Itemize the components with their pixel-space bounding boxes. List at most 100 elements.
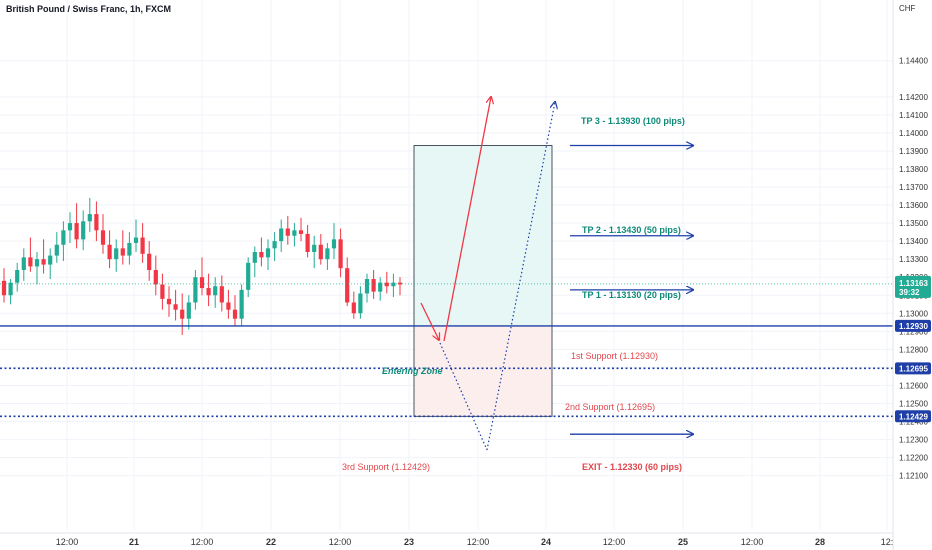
time-tick-label: 24 (541, 537, 551, 547)
candle-body (41, 259, 46, 265)
candle-body (345, 268, 350, 303)
price-tick-label: 1.13900 (899, 147, 928, 156)
time-tick-label: 12:00 (56, 537, 79, 547)
candle-body (199, 277, 205, 289)
candle-body (186, 302, 191, 319)
level-price-value: 1.12429 (899, 412, 928, 421)
candle-body (213, 286, 218, 296)
tp1-label: TP 1 - 1.13130 (20 pips) (582, 290, 681, 300)
candle-body (391, 282, 396, 287)
candle-body (331, 239, 337, 249)
candle-body (67, 223, 73, 231)
price-tick-label: 1.12800 (899, 345, 928, 354)
candle-body (120, 248, 125, 256)
candle-body (285, 228, 290, 236)
candle-body (378, 282, 383, 292)
red-target-arrow (443, 97, 491, 342)
candle-body (107, 244, 112, 260)
candle-body (34, 259, 40, 267)
price-tick-label: 1.13400 (899, 237, 928, 246)
candle-body (246, 262, 251, 290)
candle-body (140, 237, 145, 254)
candle-body (259, 251, 264, 258)
exit-label: EXIT - 1.12330 (60 pips) (582, 462, 682, 472)
candle-body (338, 239, 343, 269)
current-price-value: 1.13163 (899, 279, 928, 288)
countdown-value: 39:32 (899, 288, 920, 297)
time-tick-label: 12:00 (467, 537, 490, 547)
candle-body (226, 302, 231, 310)
time-tick-label: 25 (678, 537, 688, 547)
annotations: TP 3 - 1.13930 (100 pips) TP 2 - 1.13430… (342, 116, 685, 472)
entering-zone-label: Entering Zone (382, 366, 443, 376)
support1-label: 1st Support (1.12930) (571, 351, 658, 361)
blue-target-arrow (486, 102, 555, 451)
candle-body (384, 282, 389, 287)
candle-body (358, 293, 363, 314)
candle-body (232, 309, 238, 319)
time-tick-label: 23 (404, 537, 414, 547)
price-tick-label: 1.12600 (899, 381, 928, 390)
candle-body (312, 244, 317, 252)
price-tick-label: 1.13500 (899, 219, 928, 228)
level-price-value: 1.12695 (899, 364, 928, 373)
price-tick-label: 1.14000 (899, 129, 928, 138)
price-tick-label: 1.13700 (899, 183, 928, 192)
candle-body (272, 241, 277, 249)
candle-body (325, 248, 330, 260)
tp2-label: TP 2 - 1.13430 (50 pips) (582, 225, 681, 235)
candle-body (81, 221, 86, 240)
red-entry-arrow (420, 302, 439, 340)
candle-body (48, 255, 53, 265)
level-price-tag (895, 410, 931, 423)
candle-body (147, 253, 152, 271)
support2-label: 2nd Support (1.12695) (565, 402, 655, 412)
time-tick-label: 12:00 (603, 537, 626, 547)
candle-body (8, 282, 13, 296)
chart-title: British Pound / Swiss Franc, 1h, FXCM (6, 4, 171, 14)
candle-body (265, 248, 271, 258)
target-zone (413, 145, 553, 327)
candle-body (160, 284, 165, 299)
candle-body (28, 257, 33, 267)
projection-arrows (420, 97, 693, 451)
blue-drop-path (439, 342, 488, 451)
support3-label: 3rd Support (1.12429) (342, 462, 430, 472)
time-tick-label: 12: (881, 537, 894, 547)
price-tick-label: 1.14400 (899, 57, 928, 66)
price-axis[interactable]: CHF 1.14400 1.14200 1.14100 1.14000 1.13900 1… (892, 0, 928, 550)
level-price-tag (895, 362, 931, 375)
candle-body (239, 289, 244, 319)
candle-body (252, 251, 257, 263)
current-price-tag (895, 275, 931, 298)
time-axis[interactable]: 12:00 21 12:00 22 12:00 23 12:00 24 12:00 25 12:00… (0, 532, 894, 547)
candle-body (153, 270, 158, 285)
time-tick-label: 12:00 (741, 537, 764, 547)
level-price-value: 1.12930 (899, 322, 928, 331)
time-tick-label: 12:00 (191, 537, 214, 547)
price-tick-label: 1.13600 (899, 201, 928, 210)
candle-body (114, 248, 119, 260)
price-tick-label: 1.14100 (899, 111, 928, 120)
candle-body (371, 279, 376, 292)
currency-label: CHF (899, 4, 916, 13)
candle-body (100, 230, 106, 245)
candle-body (305, 233, 310, 252)
position-zones (413, 145, 553, 417)
candle-body (74, 223, 79, 240)
price-tick-label: 1.14200 (899, 93, 928, 102)
tp3-label: TP 3 - 1.13930 (100 pips) (581, 116, 685, 126)
time-tick-label: 22 (266, 537, 276, 547)
price-tick-label: 1.12500 (899, 400, 928, 409)
level-price-tag (895, 319, 931, 332)
candle-body (193, 277, 198, 303)
candle-body (127, 242, 132, 256)
price-tick-label: 1.12200 (899, 454, 928, 463)
candle-body (133, 237, 139, 243)
candle-body (94, 214, 99, 231)
candle-body (15, 270, 20, 283)
candle-body (166, 298, 172, 305)
candle-body (1, 280, 7, 296)
